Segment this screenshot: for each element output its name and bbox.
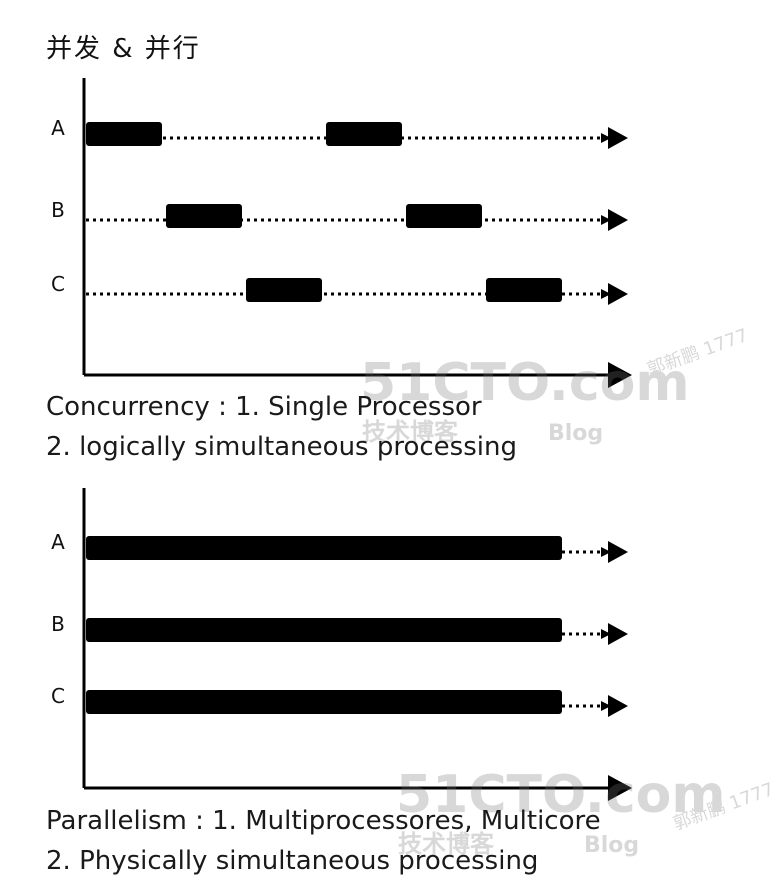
concurrency-row-label-c: C xyxy=(51,272,65,296)
concurrency-busy-bar-c-2 xyxy=(486,278,562,302)
watermark: 51CTO.com 技术博客 Blog 郭新鹏 1777 xyxy=(360,325,751,446)
concurrency-busy-bar-a-1 xyxy=(86,122,162,146)
parallelism-busy-bar-b-1 xyxy=(86,618,562,642)
concurrency-timeline-arrow-c xyxy=(608,283,628,305)
watermark-sub: 技术博客 xyxy=(398,830,495,858)
watermark-logo: 51CTO.com xyxy=(360,353,690,413)
parallelism-row-label-a: A xyxy=(51,530,65,554)
watermark-sub: 技术博客 xyxy=(362,418,459,446)
concurrency-row-label-b: B xyxy=(51,198,65,222)
watermark-2: 51CTO.com 技术博客 Blog 郭新鹏 1777 xyxy=(396,765,777,858)
concurrency-panel: A B C xyxy=(51,78,632,388)
parallelism-x-axis-arrow xyxy=(608,775,632,801)
parallelism-row-label-c: C xyxy=(51,684,65,708)
concurrency-caption-line1: Concurrency : 1. Single Processor xyxy=(46,392,482,422)
concurrency-row-label-a: A xyxy=(51,116,65,140)
parallelism-caption-line1: Parallelism : 1. Multiprocessores, Multi… xyxy=(46,806,601,836)
parallelism-timeline-arrow-a xyxy=(608,541,628,563)
parallelism-panel: A B C xyxy=(51,488,632,801)
parallelism-timeline-arrow-b xyxy=(608,623,628,645)
concurrency-busy-bar-c-1 xyxy=(246,278,322,302)
concurrency-x-axis-arrow xyxy=(608,362,632,388)
concurrency-busy-bar-a-2 xyxy=(326,122,402,146)
concurrency-timeline-arrow-a xyxy=(608,127,628,149)
concurrency-timeline-arrow-b xyxy=(608,209,628,231)
concurrency-busy-bar-b-1 xyxy=(166,204,242,228)
parallelism-row-label-b: B xyxy=(51,612,65,636)
diagram-title: 并发 & 并行 xyxy=(46,34,201,64)
watermark-logo: 51CTO.com xyxy=(396,765,726,825)
concurrency-busy-bar-b-2 xyxy=(406,204,482,228)
watermark-blog: Blog xyxy=(548,421,603,446)
parallelism-timeline-arrow-c xyxy=(608,695,628,717)
concurrency-caption-line2: 2. logically simultaneous processing xyxy=(46,432,517,462)
parallelism-busy-bar-c-1 xyxy=(86,690,562,714)
parallelism-caption-line2: 2. Physically simultaneous processing xyxy=(46,846,539,876)
watermark-blog: Blog xyxy=(584,833,639,858)
parallelism-busy-bar-a-1 xyxy=(86,536,562,560)
